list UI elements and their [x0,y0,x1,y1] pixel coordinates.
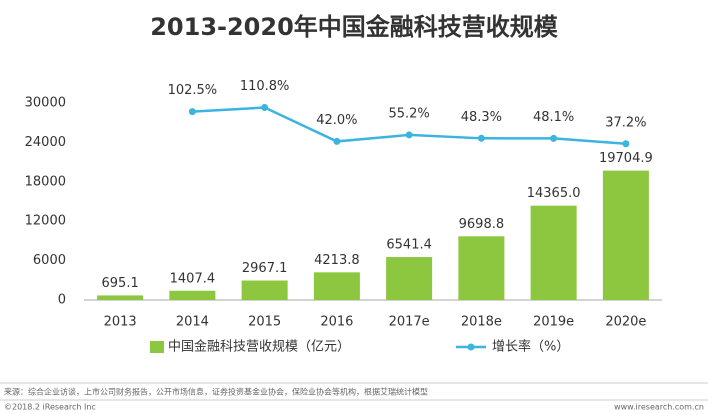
data-label: 14365.0 [527,186,581,201]
x-tick-label: 2017e [389,315,430,330]
data-label: 2967.1 [242,261,288,276]
y-tick-label: 6000 [33,253,66,268]
line-point [550,134,558,142]
line-point [188,108,196,116]
x-tick-label: 2018e [461,315,502,330]
bar [458,236,505,300]
bar [169,290,216,300]
bar [313,272,360,300]
bar [97,295,144,300]
data-label: 48.1% [533,110,574,125]
y-tick-label: 0 [58,293,66,308]
copyright: ©2018.2 iResearch Inc [4,403,96,412]
legend-label: 中国金融科技营收规模（亿元） [168,339,350,355]
x-tick-label: 2019e [533,315,574,330]
line-point [622,140,630,148]
line-point [405,131,413,139]
line-point [261,104,269,112]
legend-swatch [150,341,164,353]
x-tick-label: 2015 [248,315,281,330]
line-point [333,137,341,145]
data-label: 110.8% [240,79,290,94]
data-label: 4213.8 [314,253,360,268]
x-tick-label: 2020e [605,315,646,330]
data-label: 37.2% [605,115,646,130]
bar [241,280,288,300]
data-label: 9698.8 [459,217,505,232]
data-label: 102.5% [168,83,218,98]
data-label: 55.2% [388,106,429,121]
legend-swatch [467,343,475,351]
bar [530,205,577,300]
line-point [477,134,485,142]
data-label: 42.0% [316,113,357,128]
legend-label: 增长率（%） [492,339,569,355]
y-tick-label: 18000 [25,174,66,189]
x-tick-label: 2016 [320,315,353,330]
y-tick-label: 12000 [25,214,66,229]
bar [386,257,433,300]
data-label: 1407.4 [170,271,216,286]
data-label: 19704.9 [599,151,653,166]
website: www.iresearch.com.cn [614,403,704,412]
y-tick-label: 24000 [25,135,66,150]
source-note: 来源：综合企业访谈，上市公司财务报告，公开市场信息，证券投资基金业协会，保险业协… [4,387,428,397]
y-tick-label: 30000 [25,96,66,111]
data-label: 6541.4 [386,238,432,253]
bar [602,170,649,300]
chart-title: 2013-2020年中国金融科技营收规模 [150,13,559,41]
data-label: 695.1 [102,276,139,291]
x-tick-label: 2014 [176,315,209,330]
data-label: 48.3% [461,110,502,125]
x-tick-label: 2013 [104,315,137,330]
